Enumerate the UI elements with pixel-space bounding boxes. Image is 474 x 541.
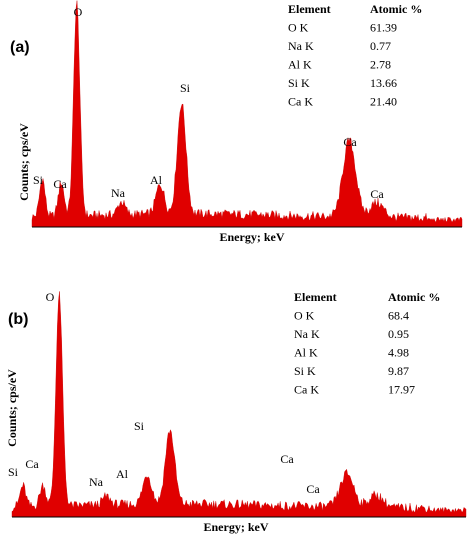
table-header-element: Element	[294, 290, 337, 304]
table-cell-atomic: 21.40	[370, 95, 397, 109]
x-axis-label-a: Energy; keV	[220, 230, 285, 244]
spectrum-area-a	[31, 0, 463, 228]
table-cell-element: Ca K	[288, 95, 313, 109]
peak-label-ca: Ca	[306, 482, 320, 496]
peak-label-na: Na	[111, 186, 126, 200]
table-cell-element: O K	[288, 21, 309, 35]
peak-label-si: Si	[8, 465, 19, 479]
table-header-atomic: Atomic %	[388, 290, 440, 304]
y-axis-label-b: Counts; cps/eV	[5, 369, 19, 447]
x-axis-label-b: Energy; keV	[204, 520, 269, 534]
table-cell-element: O K	[294, 309, 315, 323]
table-cell-atomic: 13.66	[370, 76, 397, 90]
eds-panel-a: (a) Counts; cps/eV O Si Ca Si Ca Na Al Ca Energ…	[10, 0, 463, 244]
table-cell-atomic: 0.95	[388, 327, 409, 341]
composition-table-a: Element Atomic % O K 61.39 Na K 0.77 Al K 2.78 S…	[288, 2, 422, 109]
table-cell-element: Al K	[294, 346, 318, 360]
peak-label-si: Si	[33, 173, 44, 187]
peak-labels-b: O Si Ca Si Ca Na Al Ca	[8, 290, 320, 496]
peak-label-ca: Ca	[280, 452, 294, 466]
spectrum-area-b	[11, 291, 467, 518]
peak-label-ca: Ca	[25, 457, 39, 471]
peak-label-si: Si	[180, 81, 191, 95]
table-cell-element: Na K	[288, 39, 314, 53]
peak-label-ca: Ca	[53, 177, 67, 191]
table-cell-atomic: 68.4	[388, 309, 409, 323]
peak-label-ca: Ca	[343, 135, 357, 149]
panel-label-b: (b)	[8, 311, 28, 328]
peak-label-o: O	[74, 5, 83, 19]
peak-label-ca: Ca	[370, 187, 384, 201]
table-cell-element: Si K	[294, 364, 316, 378]
table-cell-atomic: 4.98	[388, 346, 409, 360]
peak-label-si: Si	[134, 419, 145, 433]
table-cell-atomic: 0.77	[370, 39, 391, 53]
panel-label-a: (a)	[10, 39, 30, 56]
peak-label-na: Na	[89, 475, 104, 489]
composition-table-b: Element Atomic % O K 68.4 Na K 0.95 Al K 4.98 Si…	[294, 290, 440, 397]
table-cell-element: Si K	[288, 76, 310, 90]
table-cell-element: Al K	[288, 58, 312, 72]
table-cell-atomic: 9.87	[388, 364, 409, 378]
table-header-atomic: Atomic %	[370, 2, 422, 16]
table-cell-atomic: 2.78	[370, 58, 391, 72]
peak-labels-a: O Si Ca Si Ca Na Al Ca	[33, 5, 384, 201]
table-cell-element: Na K	[294, 327, 320, 341]
peak-label-al: Al	[116, 467, 129, 481]
peak-label-o: O	[46, 290, 55, 304]
table-header-element: Element	[288, 2, 331, 16]
eds-panel-b: (b) Counts; cps/eV O Si Ca Si Ca Na Al Ca Energ…	[5, 290, 467, 534]
table-cell-atomic: 17.97	[388, 383, 415, 397]
table-cell-element: Ca K	[294, 383, 319, 397]
y-axis-label-a: Counts; cps/eV	[17, 123, 31, 201]
table-cell-atomic: 61.39	[370, 21, 397, 35]
peak-label-al: Al	[150, 173, 163, 187]
